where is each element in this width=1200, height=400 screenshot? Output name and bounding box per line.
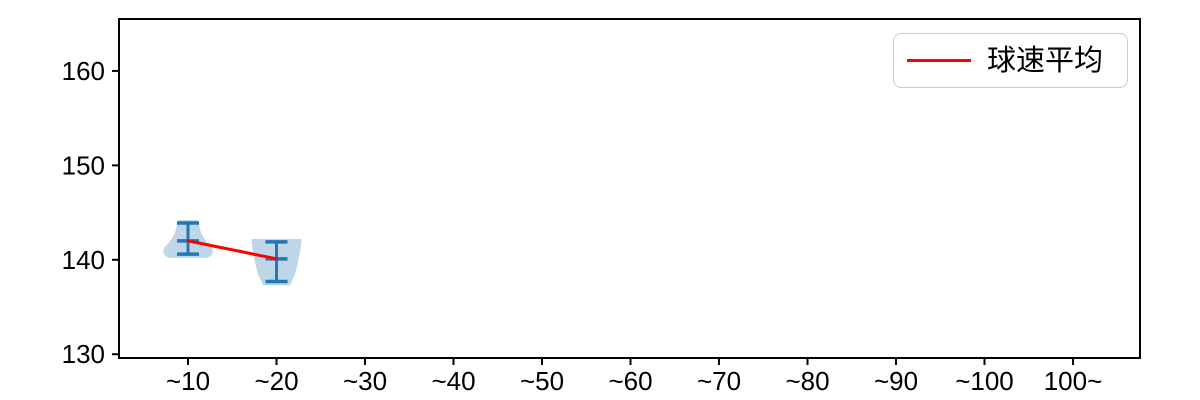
x-tick-label: ~70 xyxy=(697,366,741,396)
x-tick-label: ~50 xyxy=(520,366,564,396)
legend-line-sample xyxy=(907,59,971,62)
x-tick-label: ~10 xyxy=(166,366,210,396)
x-tick-label: ~90 xyxy=(874,366,918,396)
x-tick-label: ~60 xyxy=(608,366,652,396)
x-tick-label: ~20 xyxy=(254,366,298,396)
y-tick-label: 130 xyxy=(62,339,105,369)
x-tick-label: ~100 xyxy=(955,366,1014,396)
y-tick-label: 160 xyxy=(62,56,105,86)
x-tick-label: 100~ xyxy=(1044,366,1103,396)
x-tick-label: ~30 xyxy=(343,366,387,396)
mean-line-series xyxy=(186,239,278,261)
x-tick-label: ~80 xyxy=(785,366,829,396)
y-tick-label: 150 xyxy=(62,150,105,180)
x-tick-label: ~40 xyxy=(431,366,475,396)
legend-label: 球速平均 xyxy=(987,43,1104,77)
legend: 球速平均 xyxy=(893,33,1128,88)
y-tick-label: 140 xyxy=(62,245,105,275)
